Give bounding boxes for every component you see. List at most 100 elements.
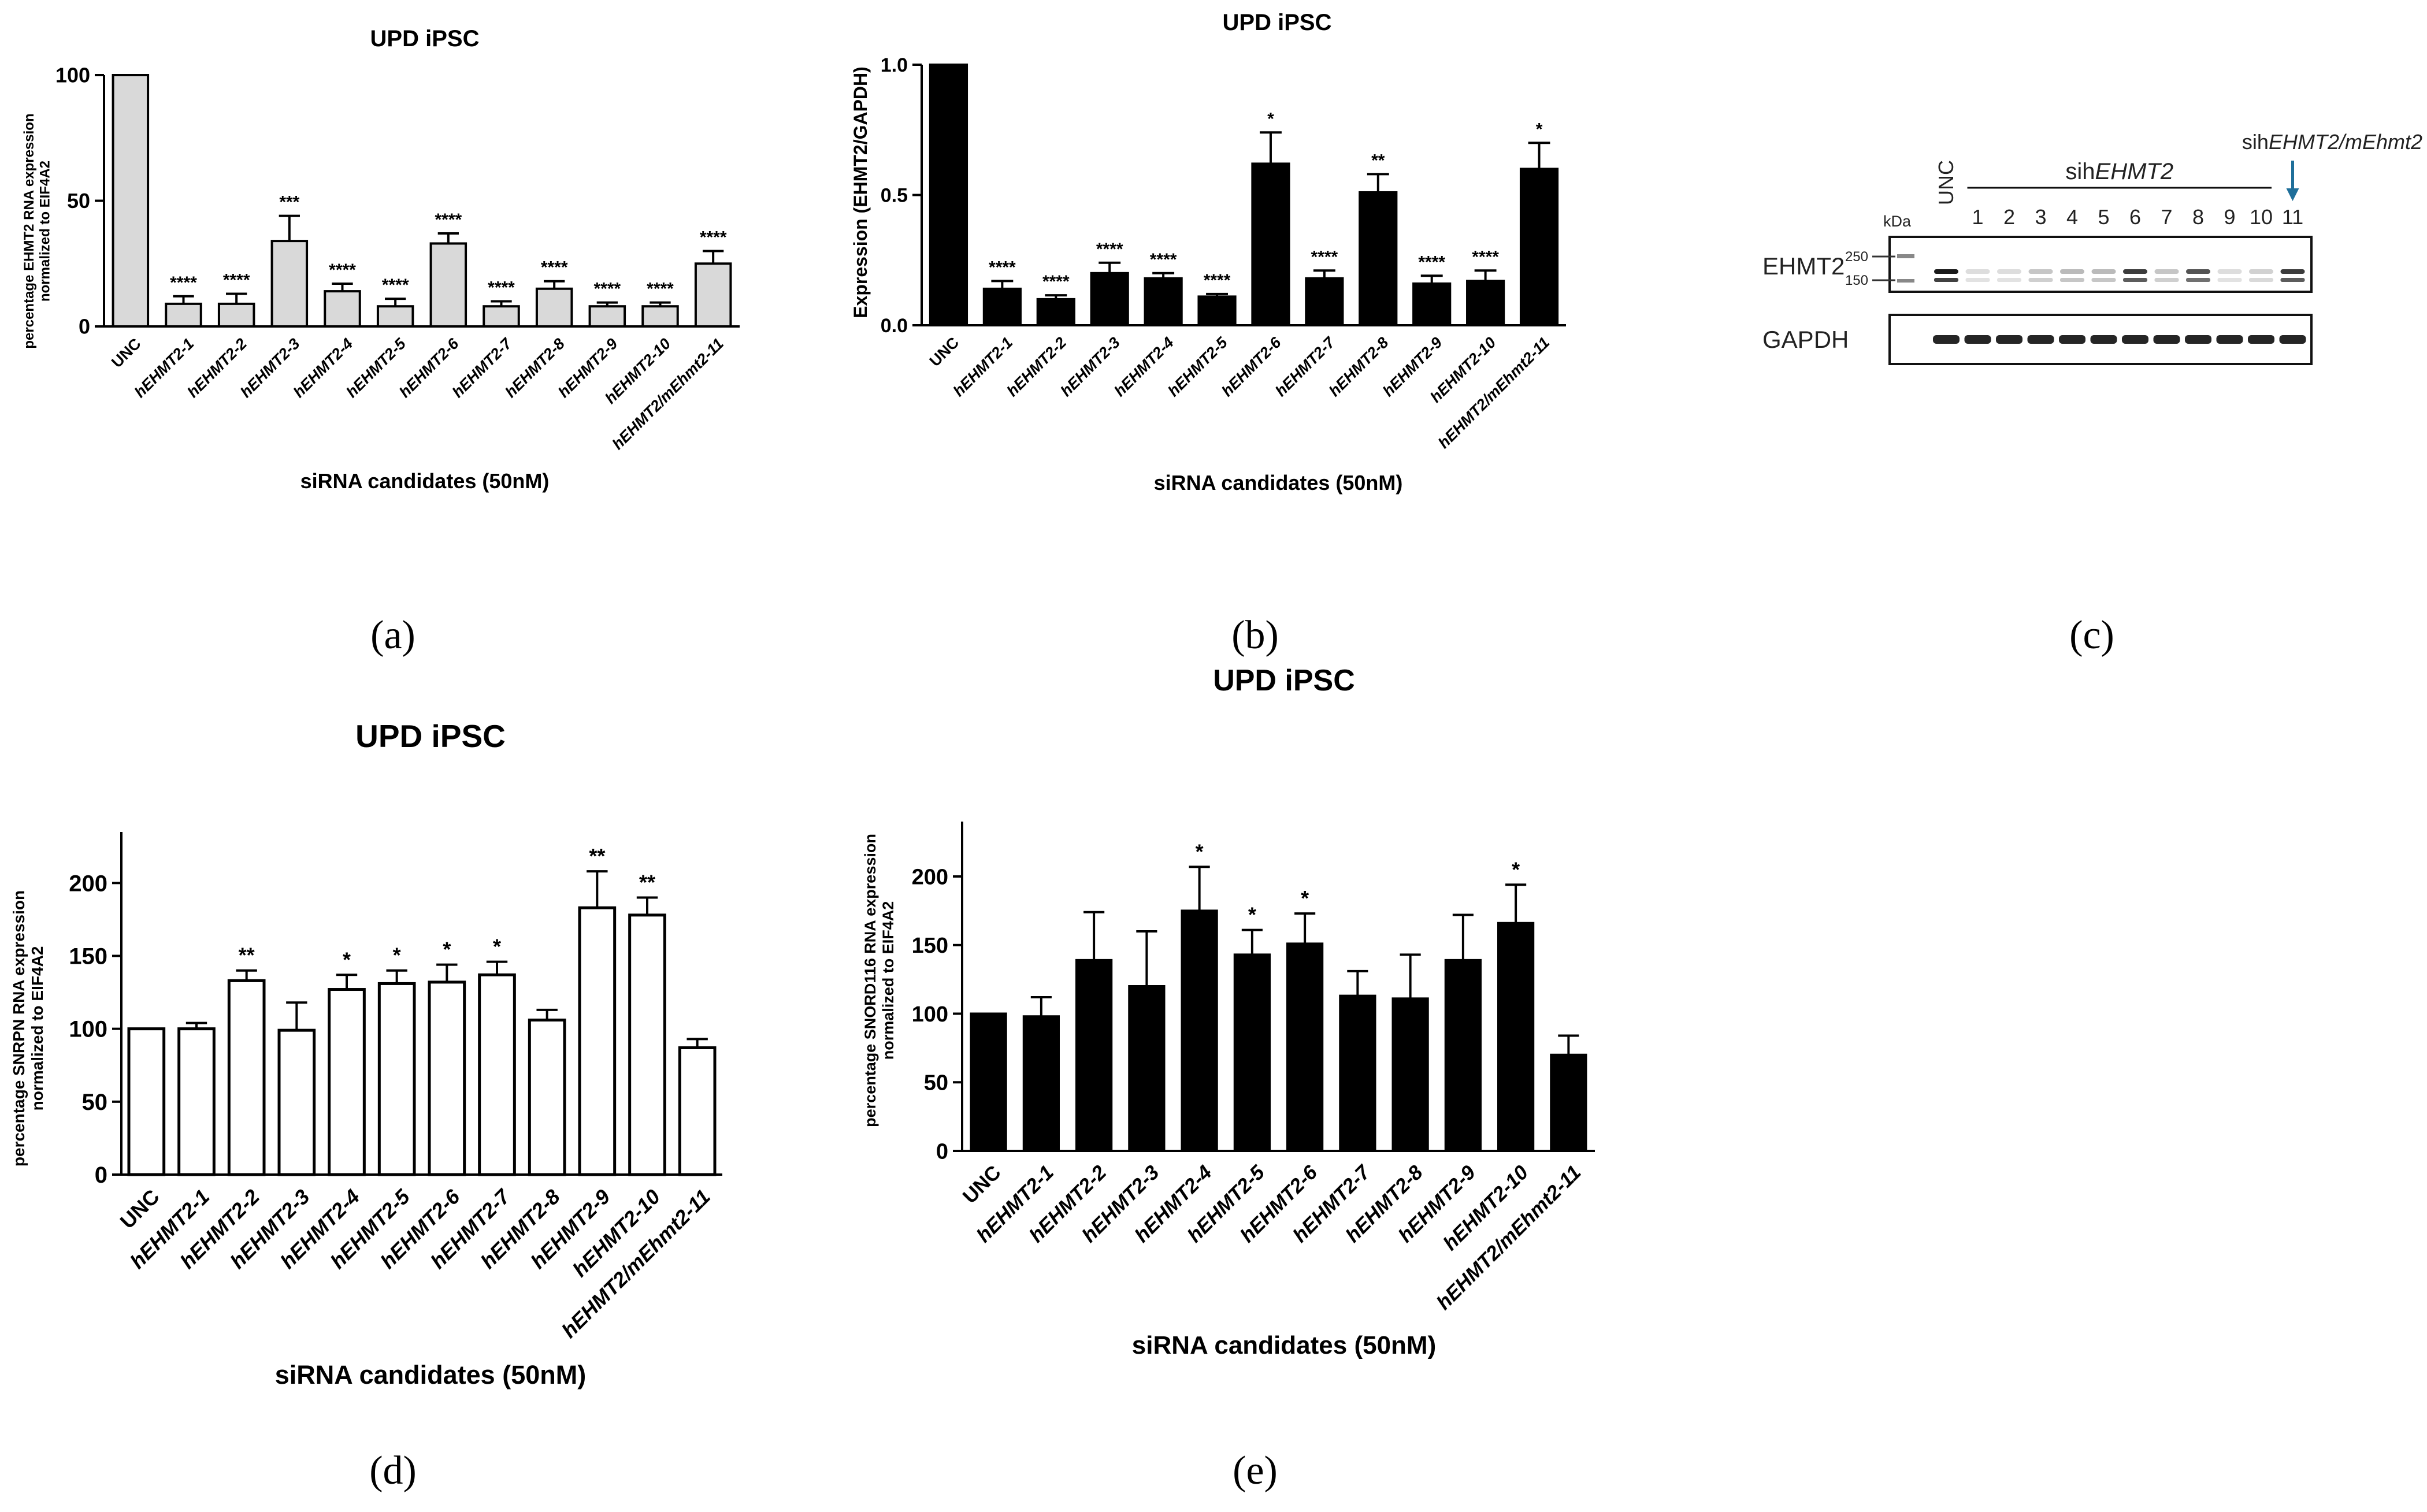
chart-a: UPD iPSC 0 50 100 percentage EHMT2 RNA expre…: [21, 26, 740, 493]
y-tick-label: 0.5: [881, 184, 908, 206]
y-axis-label-line: percentage SNRPN RNA expression: [10, 890, 28, 1166]
significance-label: *: [343, 948, 351, 971]
kda-label: kDa: [1883, 213, 1912, 230]
band-ehmt2: [1997, 269, 2021, 274]
bar: [483, 305, 520, 328]
lane-label: 8: [2192, 205, 2204, 229]
significance-label: *: [493, 935, 501, 959]
bar: [324, 290, 361, 328]
band-ehmt2: [2091, 269, 2116, 274]
ladder-band: [1897, 279, 1914, 283]
blot-box-ehmt2: [1888, 236, 2313, 293]
band-ehmt2: [2217, 278, 2242, 282]
bar: [1550, 1053, 1587, 1152]
group-label-prefix: sih: [2065, 159, 2095, 184]
y-tick-label: 100: [69, 1017, 107, 1042]
significance-label: ****: [382, 276, 409, 295]
significance-label: *: [1196, 839, 1204, 863]
x-axis-label: siRNA candidates (50nM): [300, 469, 550, 493]
category-label: UNC: [959, 1161, 1005, 1208]
bar: [377, 982, 416, 1176]
y-axis-label-line: percentage EHMT2 RNA expression: [21, 113, 37, 348]
chart-d: UPD iPSC 0 50 100 150 200 percentage SNRPN RNA…: [10, 718, 722, 1390]
bar: [1233, 953, 1271, 1152]
band-gapdh: [2059, 335, 2085, 344]
significance-label: *: [443, 938, 451, 961]
bar: [217, 302, 255, 328]
band-ehmt2: [2186, 269, 2210, 274]
category-label: UNC: [926, 334, 963, 370]
significance-label: ****: [223, 270, 250, 289]
lane-label: 6: [2129, 205, 2141, 229]
bar: [1144, 277, 1183, 327]
marker-150: 150: [1845, 273, 1868, 288]
bar: [376, 305, 414, 328]
bar: [1305, 277, 1344, 327]
bar: [694, 262, 732, 328]
y-axis-label: percentage SNORD116 RNA expressionnormal…: [862, 834, 897, 1127]
y-tick-label: 50: [924, 1071, 948, 1095]
bar: [982, 287, 1022, 326]
bar: [678, 1046, 717, 1176]
bar: [1519, 168, 1559, 326]
panel-letter-a: (a): [370, 613, 415, 657]
band-gapdh: [2090, 335, 2117, 344]
band-gapdh: [2027, 335, 2054, 344]
chart-title: UPD iPSC: [1223, 10, 1332, 35]
bar: [1444, 959, 1482, 1152]
bar: [970, 1012, 1007, 1152]
significance-label: ****: [435, 210, 462, 229]
bar: [929, 64, 968, 326]
significance-label: ***: [279, 193, 299, 212]
band-ehmt2: [2154, 269, 2179, 274]
bar: [641, 305, 679, 328]
panel-letter-d: (d): [369, 1448, 417, 1493]
row-label-ehmt2: EHMT2: [1762, 252, 1845, 280]
significance-label: **: [589, 844, 605, 868]
bar: [1075, 959, 1113, 1152]
lane-label: 1: [1972, 205, 1983, 229]
significance-label: *: [393, 943, 401, 967]
significance-label: ****: [593, 280, 621, 299]
bar: [528, 1019, 566, 1176]
y-axis-label: percentage EHMT2 RNA expressionnormalize…: [21, 113, 53, 348]
band-ehmt2: [2249, 278, 2273, 282]
significance-label: *: [1267, 109, 1274, 128]
y-axis-label: percentage SNRPN RNA expressionnormalize…: [10, 890, 46, 1166]
bar: [1359, 191, 1398, 326]
band-gapdh: [2122, 335, 2148, 344]
y-tick-label: 150: [912, 934, 948, 958]
y-tick-label: 100: [55, 64, 90, 87]
significance-label: *: [1512, 857, 1520, 881]
lane-label: 2: [2003, 205, 2015, 229]
band-ehmt2: [2249, 269, 2273, 274]
band-ehmt2: [2123, 278, 2147, 282]
lane-label: 9: [2224, 205, 2235, 229]
band-ehmt2: [2280, 278, 2305, 282]
band-ehmt2: [2154, 278, 2179, 282]
group-label-gene: EHMT2: [2095, 159, 2174, 184]
significance-label: ****: [1096, 240, 1123, 259]
significance-label: ****: [1418, 252, 1445, 272]
bar: [1197, 295, 1237, 327]
panel-letter-c: (c): [2069, 613, 2114, 657]
band-ehmt2: [2186, 278, 2210, 282]
significance-label: ****: [700, 228, 727, 247]
chart-b: UPD iPSC 0.0 0.5 1.0 Expression (EHMT2/GAPDH…: [850, 10, 1566, 495]
arrow-label-prefix: sih: [2242, 130, 2269, 154]
lane-label: 4: [2066, 205, 2078, 229]
y-tick-label: 0: [95, 1162, 107, 1188]
lane-label: 3: [2035, 205, 2046, 229]
bar: [535, 287, 573, 328]
panel-letter-b: (b): [1231, 613, 1279, 657]
marker-250: 250: [1845, 249, 1868, 265]
x-axis-label: siRNA candidates (50nM): [1132, 1331, 1436, 1359]
bar: [1128, 985, 1166, 1152]
chart-title: UPD iPSC: [1213, 664, 1355, 697]
bar: [127, 1027, 166, 1176]
arrow-label: sihEHMT2/mEhmt2: [2242, 130, 2422, 154]
panel-letter-e: (e): [1233, 1448, 1278, 1493]
bar: [628, 913, 666, 1176]
lane-label: 10: [2250, 205, 2273, 229]
